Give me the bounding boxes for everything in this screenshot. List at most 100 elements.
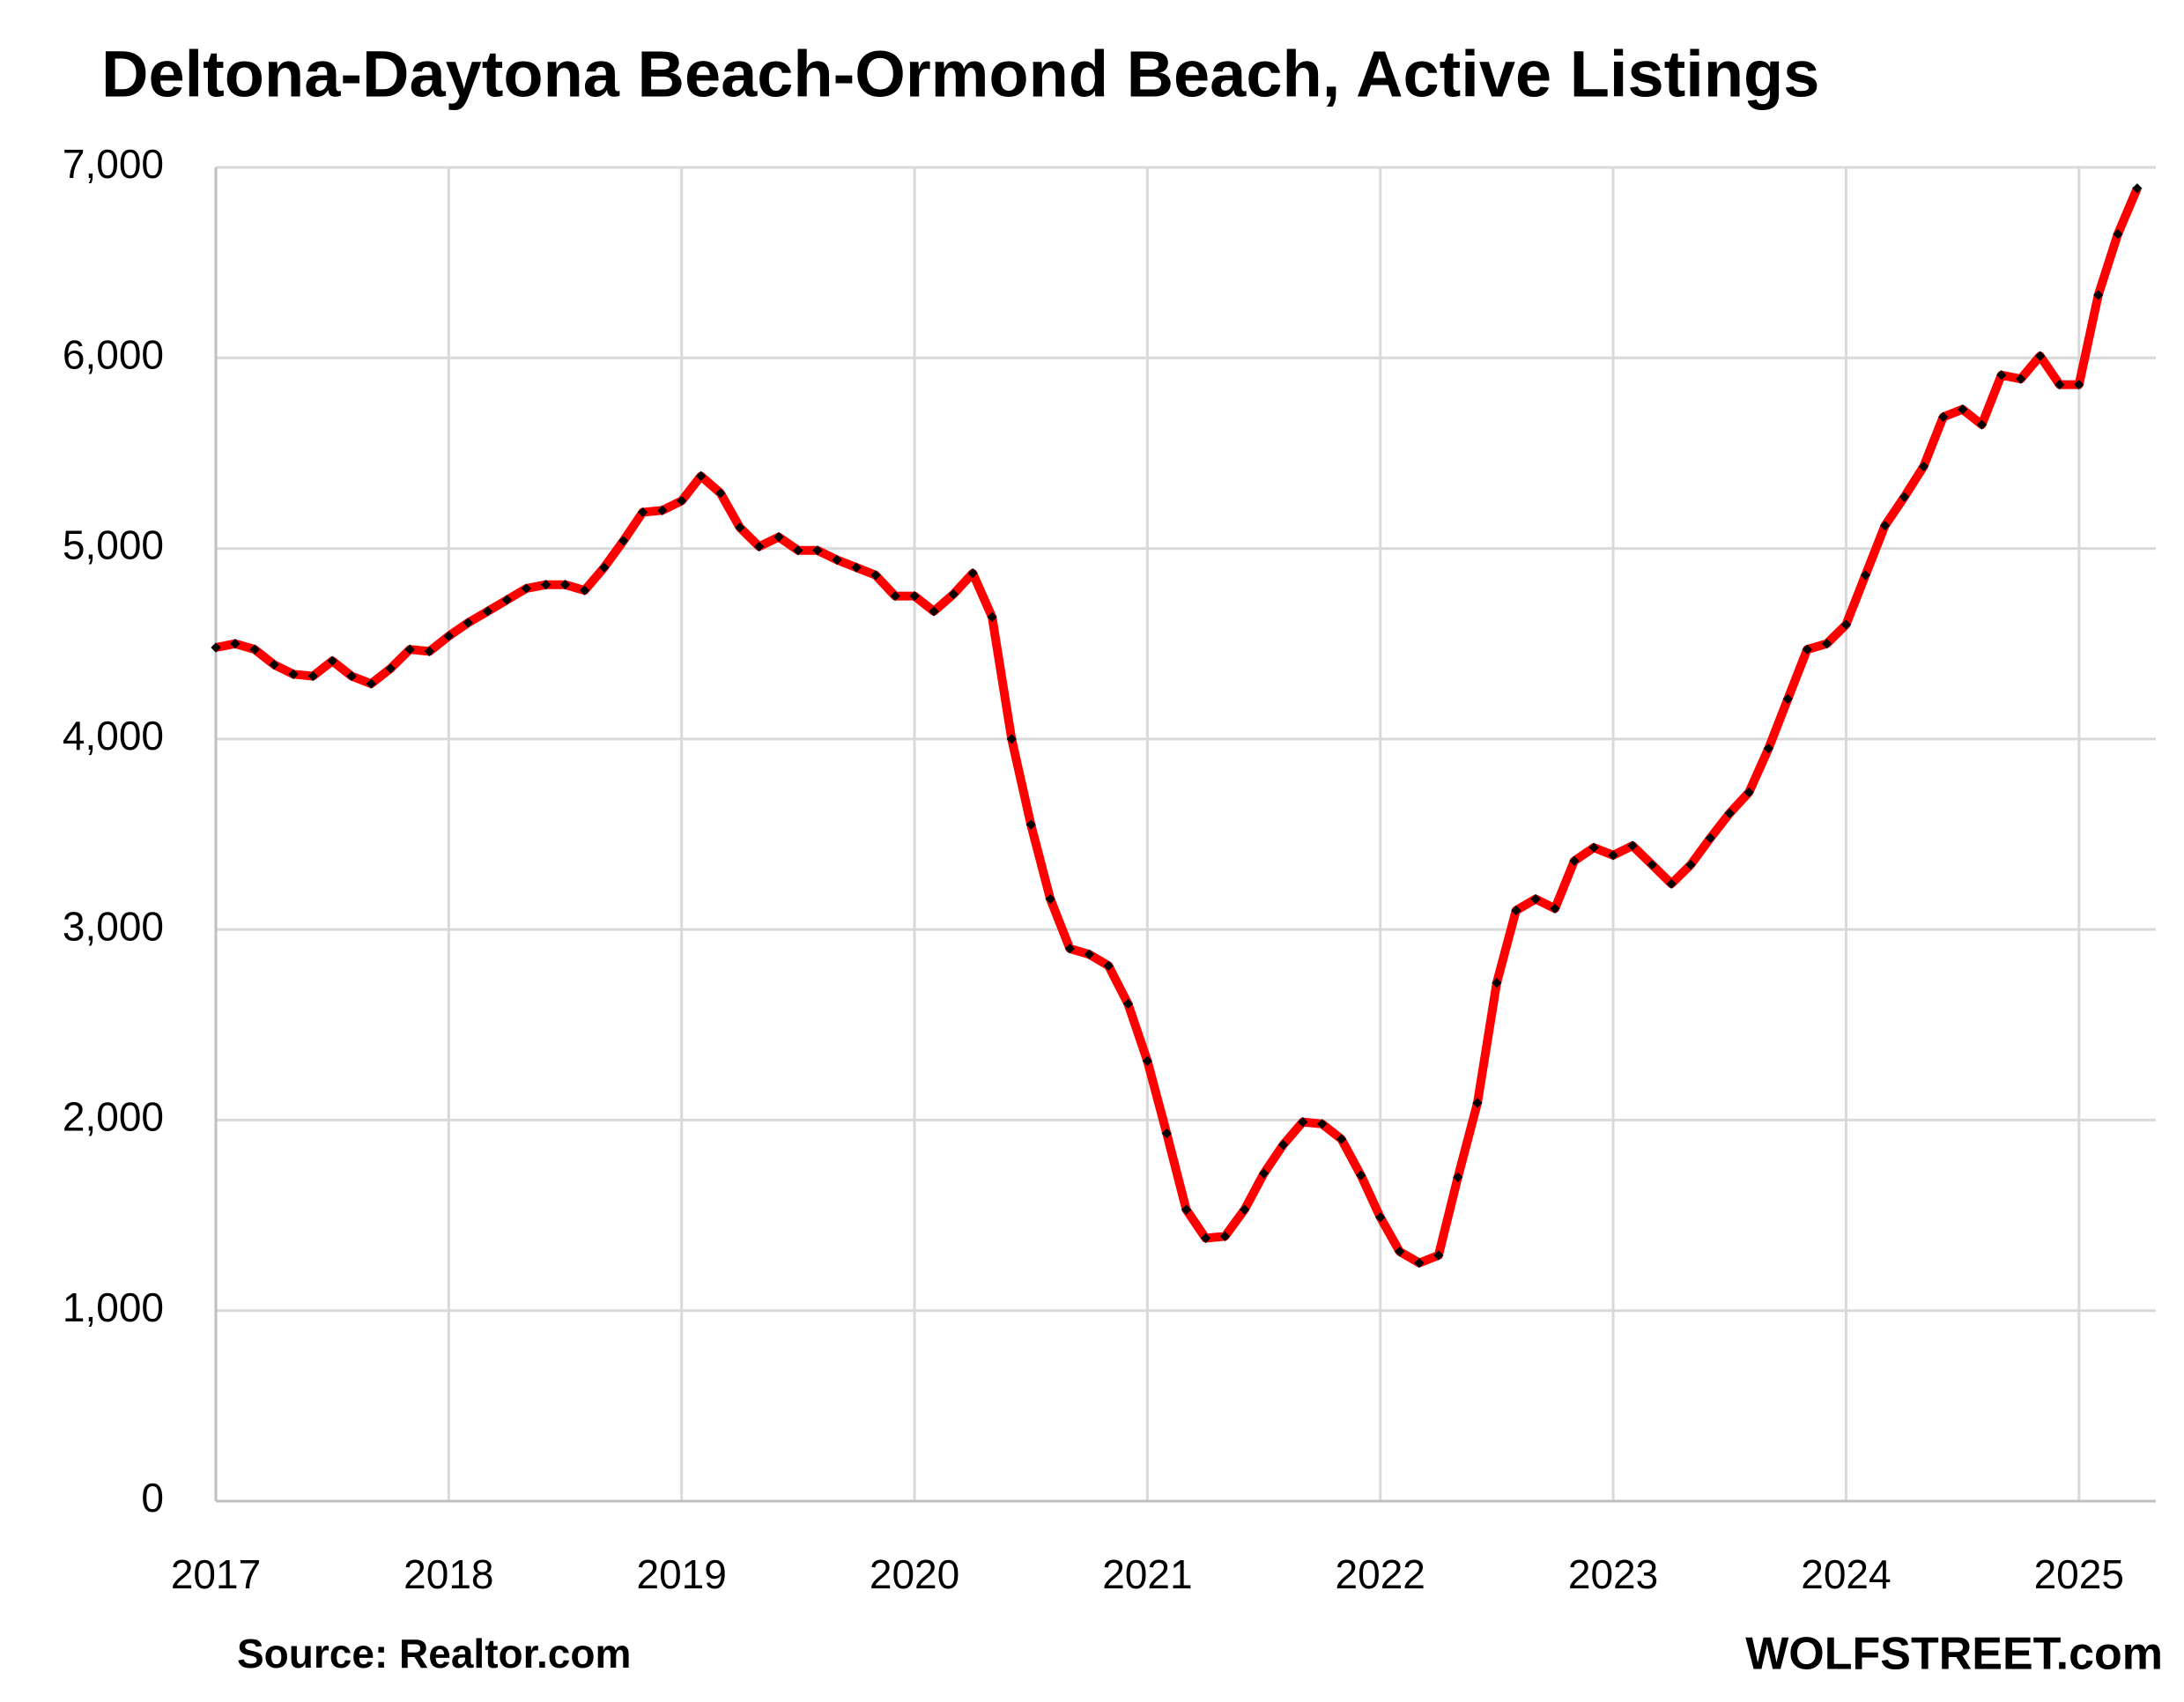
marker	[1763, 744, 1774, 754]
marker	[269, 659, 279, 670]
marker	[774, 531, 784, 543]
marker	[2093, 290, 2104, 300]
x-tick-label: 2021	[1102, 1551, 1192, 1597]
marker	[366, 678, 376, 689]
y-tick-label: 3,000	[63, 903, 164, 949]
marker	[1316, 1119, 1328, 1129]
marker	[967, 568, 978, 579]
marker	[1006, 734, 1017, 744]
marker	[404, 644, 415, 655]
marker	[1045, 893, 1055, 905]
marker	[657, 505, 668, 515]
marker	[1879, 520, 1891, 531]
marker	[385, 663, 396, 674]
marker	[1588, 842, 1599, 853]
marker	[695, 470, 707, 482]
marker	[1064, 944, 1076, 954]
marker	[1666, 878, 1677, 889]
marker	[424, 646, 435, 657]
marker	[1782, 693, 1793, 705]
y-tick-label: 4,000	[63, 713, 164, 758]
x-tick-label: 2025	[2034, 1551, 2124, 1597]
marker	[249, 644, 260, 655]
marker	[501, 595, 513, 605]
x-tick-label: 2024	[1801, 1551, 1891, 1597]
marker	[1161, 1128, 1172, 1139]
marker	[579, 585, 590, 596]
marker	[1277, 1139, 1289, 1151]
marker	[288, 669, 299, 679]
marker	[1492, 978, 1502, 988]
marker	[1298, 1116, 1308, 1128]
line	[215, 186, 2142, 1268]
marker	[1743, 787, 1754, 798]
marker	[1821, 639, 1832, 649]
marker	[1705, 832, 1715, 843]
marker	[346, 670, 357, 682]
y-tick-label: 6,000	[63, 331, 164, 377]
watermark: WOLFSTREET.com	[1745, 1629, 2163, 1680]
marker	[1724, 808, 1735, 818]
marker	[1840, 619, 1852, 630]
marker	[1976, 419, 1988, 430]
x-tick-label: 2020	[870, 1551, 959, 1597]
marker	[987, 611, 997, 623]
y-tick-label: 0	[141, 1475, 164, 1521]
marker	[1142, 1055, 1153, 1067]
marker	[463, 618, 473, 628]
marker	[948, 588, 959, 600]
marker	[1453, 1172, 1463, 1182]
y-tick-label: 1,000	[63, 1284, 164, 1330]
marker	[1375, 1212, 1386, 1223]
marker	[1937, 411, 1949, 422]
marker	[559, 580, 571, 590]
marker	[1530, 893, 1541, 905]
marker	[2074, 379, 2084, 390]
marker	[2113, 229, 2123, 240]
marker	[1899, 492, 1910, 502]
marker	[1472, 1098, 1483, 1108]
marker	[1685, 859, 1696, 870]
marker	[1569, 855, 1580, 866]
marker	[1025, 819, 1036, 830]
marker	[230, 639, 241, 649]
marker	[1627, 840, 1638, 851]
marker	[677, 495, 687, 507]
marker	[870, 570, 881, 581]
marker	[715, 488, 726, 499]
marker	[1433, 1250, 1444, 1261]
marker	[832, 554, 842, 566]
x-tick-label: 2018	[403, 1551, 493, 1597]
marker	[754, 541, 765, 552]
marker	[618, 536, 629, 546]
marker	[793, 545, 803, 556]
y-tick-label: 7,000	[63, 141, 164, 187]
y-tick-label: 2,000	[63, 1094, 164, 1140]
marker	[1608, 850, 1618, 861]
marker	[1918, 461, 1929, 472]
marker	[540, 580, 552, 590]
x-tick-label: 2023	[1568, 1551, 1658, 1597]
marker	[1084, 949, 1094, 959]
marker	[1996, 370, 2007, 381]
marker	[1647, 859, 1657, 870]
marker	[2054, 379, 2065, 390]
marker	[2034, 351, 2046, 361]
marker	[1200, 1232, 1211, 1244]
marker	[599, 562, 610, 573]
x-tick-label: 2022	[1336, 1551, 1425, 1597]
marker	[1414, 1257, 1425, 1269]
marker	[1395, 1247, 1405, 1257]
x-tick-label: 2017	[171, 1551, 261, 1597]
marker	[1181, 1204, 1192, 1215]
marker	[1336, 1134, 1347, 1144]
marker	[211, 642, 221, 653]
marker	[1219, 1231, 1231, 1242]
marker	[1550, 903, 1560, 914]
marker	[2016, 374, 2026, 384]
marker	[307, 670, 318, 682]
marker	[1802, 644, 1812, 655]
marker	[521, 583, 532, 594]
y-tick-label: 5,000	[63, 522, 164, 568]
